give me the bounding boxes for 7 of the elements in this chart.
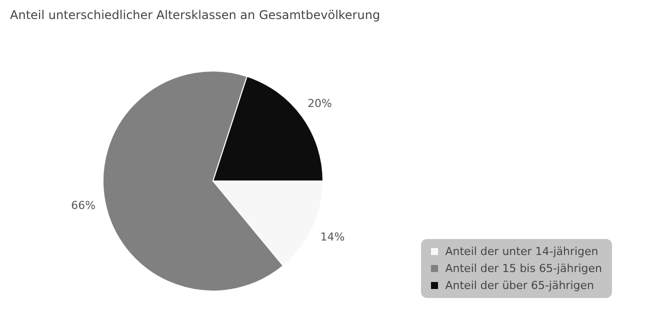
data-label: 66%: [71, 199, 96, 212]
legend-label: Anteil der 15 bis 65-jährigen: [445, 261, 602, 277]
data-label: 20%: [308, 96, 332, 110]
chart-title: Anteil unterschiedlicher Altersklassen an Gesamtbevölkerung: [9, 8, 382, 24]
legend-label: Anteil der unter 14-jährigen: [445, 244, 598, 260]
data-label: 14%: [320, 230, 345, 244]
legend-label: Anteil der über 65-jährigen: [445, 278, 594, 294]
